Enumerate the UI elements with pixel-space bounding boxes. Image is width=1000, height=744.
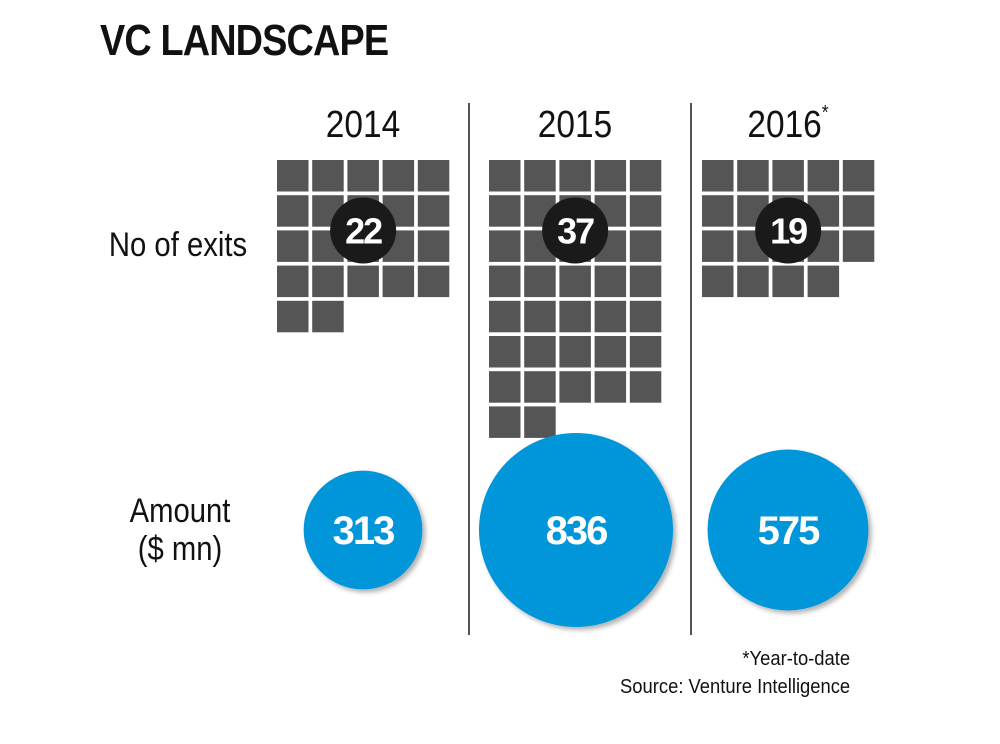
exit-unit-square — [382, 265, 415, 298]
column-divider — [468, 103, 470, 635]
exit-unit-square — [807, 160, 840, 192]
year-label: 2014 — [325, 104, 401, 146]
footnote-ytd: *Year-to-date — [742, 648, 850, 670]
exit-unit-square — [524, 406, 556, 438]
exit-unit-square — [489, 230, 521, 262]
exit-unit-square — [559, 371, 591, 403]
exit-unit-square — [417, 195, 450, 227]
year-asterisk: * — [821, 102, 829, 124]
exit-unit-square — [417, 230, 450, 262]
exit-unit-square — [277, 265, 309, 298]
amount-bubble — [707, 449, 869, 611]
exit-unit-square — [702, 195, 734, 227]
amount-label: 836 — [546, 509, 607, 553]
year-label: 2015 — [537, 104, 613, 146]
year-label: 2016 — [747, 104, 822, 146]
exit-unit-square — [559, 300, 591, 333]
exit-unit-square — [807, 265, 840, 298]
exit-unit-square — [312, 300, 344, 333]
amount-bubbles: 313 836 575 — [303, 433, 869, 627]
exit-count-badge — [542, 197, 609, 264]
exit-unit-square — [629, 195, 662, 227]
exit-unit-square — [559, 265, 591, 298]
chart-title: VC LANDSCAPE — [100, 16, 389, 65]
exit-unit-square — [312, 265, 344, 298]
exit-unit-square — [737, 265, 769, 298]
exit-unit-square — [702, 230, 734, 262]
exit-unit-square — [382, 160, 415, 192]
exit-unit-square — [489, 160, 521, 192]
exit-unit-square — [594, 300, 627, 333]
exit-unit-square — [489, 265, 521, 298]
exit-unit-square — [559, 336, 591, 368]
exit-unit-square — [277, 300, 309, 333]
amount-label: 575 — [758, 509, 820, 553]
row-label-exits: No of exits — [108, 226, 248, 264]
exit-unit-square — [312, 160, 344, 192]
exit-unit-square — [524, 371, 556, 403]
exit-unit-square — [842, 160, 875, 192]
exit-unit-square — [594, 265, 627, 298]
exit-unit-square — [629, 371, 662, 403]
exit-unit-square — [594, 336, 627, 368]
exit-unit-square — [347, 265, 379, 298]
source-note: Source: Venture Intelligence — [619, 676, 850, 698]
exit-unit-square — [417, 265, 450, 298]
exit-unit-square — [594, 160, 627, 192]
exit-unit-square — [772, 265, 804, 298]
column-divider — [690, 103, 692, 635]
exit-unit-square — [347, 160, 379, 192]
exit-unit-square — [417, 160, 450, 192]
year-header-2015: 2015 — [491, 104, 658, 147]
exit-unit-square — [842, 195, 875, 227]
exit-unit-square — [772, 160, 804, 192]
exit-unit-square — [277, 160, 309, 192]
amount-bubble — [479, 433, 673, 627]
exit-unit-square — [737, 160, 769, 192]
exit-unit-square — [629, 336, 662, 368]
amount-label: 313 — [333, 509, 394, 553]
exit-unit-square — [629, 230, 662, 262]
exit-unit-square — [489, 195, 521, 227]
exit-unit-square — [842, 230, 875, 262]
row-label-amount-line2: ($ mn) — [137, 530, 223, 568]
exit-badges: 22 37 19 — [330, 197, 822, 264]
amount-bubble — [303, 470, 423, 590]
exit-unit-square — [524, 336, 556, 368]
exit-count-label: 37 — [557, 211, 594, 252]
exit-count-badge — [755, 197, 822, 264]
year-header-2014: 2014 — [279, 104, 446, 147]
exit-unit-square — [277, 230, 309, 262]
exit-count-badge — [330, 197, 397, 264]
exit-unit-square — [702, 160, 734, 192]
exit-unit-square — [489, 300, 521, 333]
exit-unit-square — [702, 265, 734, 298]
exit-unit-square — [629, 160, 662, 192]
row-label-amount: Amount ($ mn) — [107, 492, 253, 568]
exit-unit-square — [559, 160, 591, 192]
year-header-2016: 2016* — [704, 102, 871, 147]
exit-unit-square — [277, 195, 309, 227]
exit-unit-square — [629, 300, 662, 333]
exit-unit-square — [489, 371, 521, 403]
exit-unit-square — [594, 371, 627, 403]
exit-unit-square — [489, 336, 521, 368]
exit-unit-square — [524, 160, 556, 192]
exit-unit-square — [524, 300, 556, 333]
exit-count-label: 22 — [345, 211, 382, 252]
exit-unit-square — [629, 265, 662, 298]
exit-unit-square — [524, 265, 556, 298]
row-label-amount-line1: Amount — [129, 492, 231, 530]
exit-unit-square — [489, 406, 521, 438]
exit-count-label: 19 — [770, 211, 807, 252]
